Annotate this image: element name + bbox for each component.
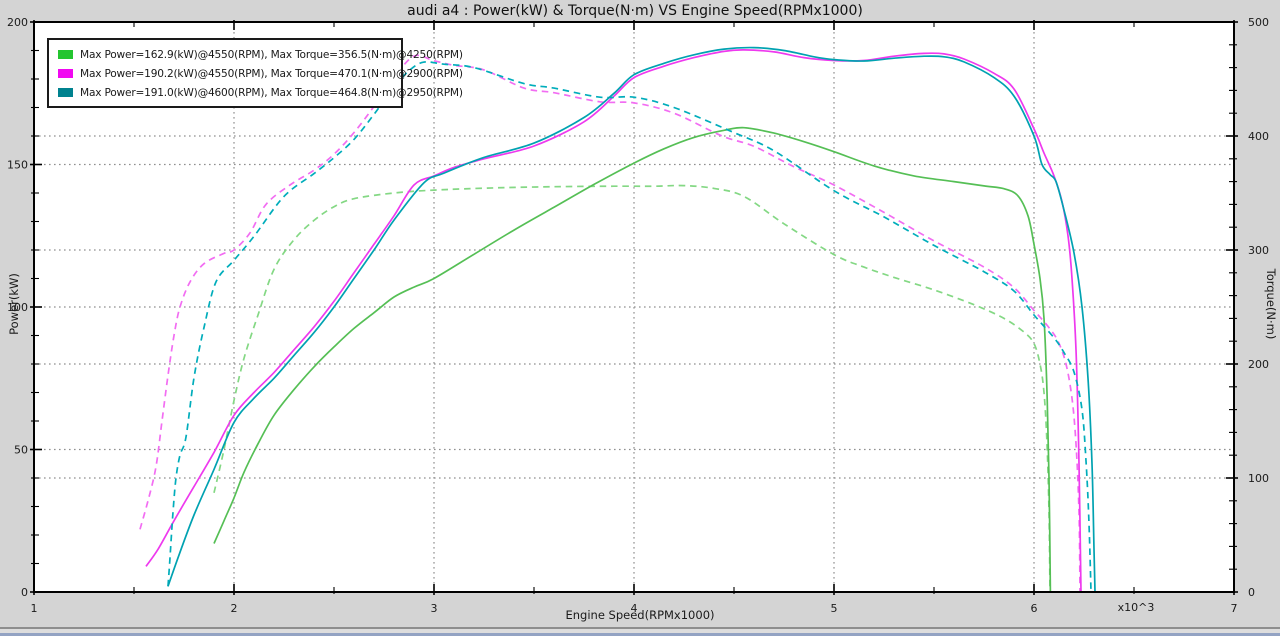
window-bottom-strip (0, 629, 1280, 633)
series-green-torque (213, 184, 1051, 593)
left-axis-label: Power(kW) (7, 273, 21, 335)
x-tick-label: 1 (31, 602, 38, 615)
legend-entry: Max Power=190.2(kW)@4550(RPM), Max Torqu… (49, 64, 463, 83)
torque-tick-label: 200 (1248, 358, 1269, 371)
x-tick-label: 4 (631, 602, 638, 615)
window-bottom-divider (0, 627, 1280, 629)
legend-entry-text: Max Power=190.2(kW)@4550(RPM), Max Torqu… (80, 67, 463, 80)
x-tick-label: 7 (1231, 602, 1238, 615)
legend-entry: Max Power=191.0(kW)@4600(RPM), Max Torqu… (49, 83, 463, 102)
power-tick-label: 0 (21, 586, 28, 599)
torque-tick-label: 100 (1248, 472, 1269, 485)
plot-frame (33, 21, 1235, 593)
x-tick-label: 3 (431, 602, 438, 615)
torque-tick-label: 300 (1248, 244, 1269, 257)
torque-tick-label: 500 (1248, 16, 1269, 29)
series-teal-torque (167, 61, 1092, 593)
power-tick-label: 150 (7, 159, 28, 172)
legend-entry-text: Max Power=191.0(kW)@4600(RPM), Max Torqu… (80, 86, 463, 99)
series-teal-power (167, 46, 1096, 593)
x-tick-label: 5 (831, 602, 838, 615)
x-tick-label: 2 (231, 602, 238, 615)
legend-entry: Max Power=162.9(kW)@4550(RPM), Max Torqu… (49, 45, 463, 64)
torque-tick-label: 0 (1248, 586, 1255, 599)
power-tick-label: 200 (7, 16, 28, 29)
power-tick-label: 100 (7, 301, 28, 314)
legend-swatch-icon (58, 88, 73, 97)
legend-swatch-icon (58, 50, 73, 59)
x-axis-label: Engine Speed(RPMx1000) (565, 608, 715, 622)
series-magenta-power (145, 49, 1082, 593)
series-magenta-torque (139, 54, 1081, 593)
legend-entry-text: Max Power=162.9(kW)@4550(RPM), Max Torqu… (80, 48, 463, 61)
legend-box: Max Power=162.9(kW)@4550(RPM), Max Torqu… (47, 38, 463, 108)
power-tick-label: 50 (14, 444, 28, 457)
window-bottom-bar (0, 633, 1280, 636)
series-green-power (213, 126, 1052, 593)
torque-tick-label: 400 (1248, 130, 1269, 143)
x-tick-label: 6 (1031, 602, 1038, 615)
right-axis-label: Torque(N·m) (1264, 268, 1278, 340)
x-axis-exponent-label: x10^3 (1117, 601, 1155, 614)
legend-swatch-icon (58, 69, 73, 78)
chart-title: audi a4 : Power(kW) & Torque(N·m) VS Eng… (407, 3, 863, 19)
